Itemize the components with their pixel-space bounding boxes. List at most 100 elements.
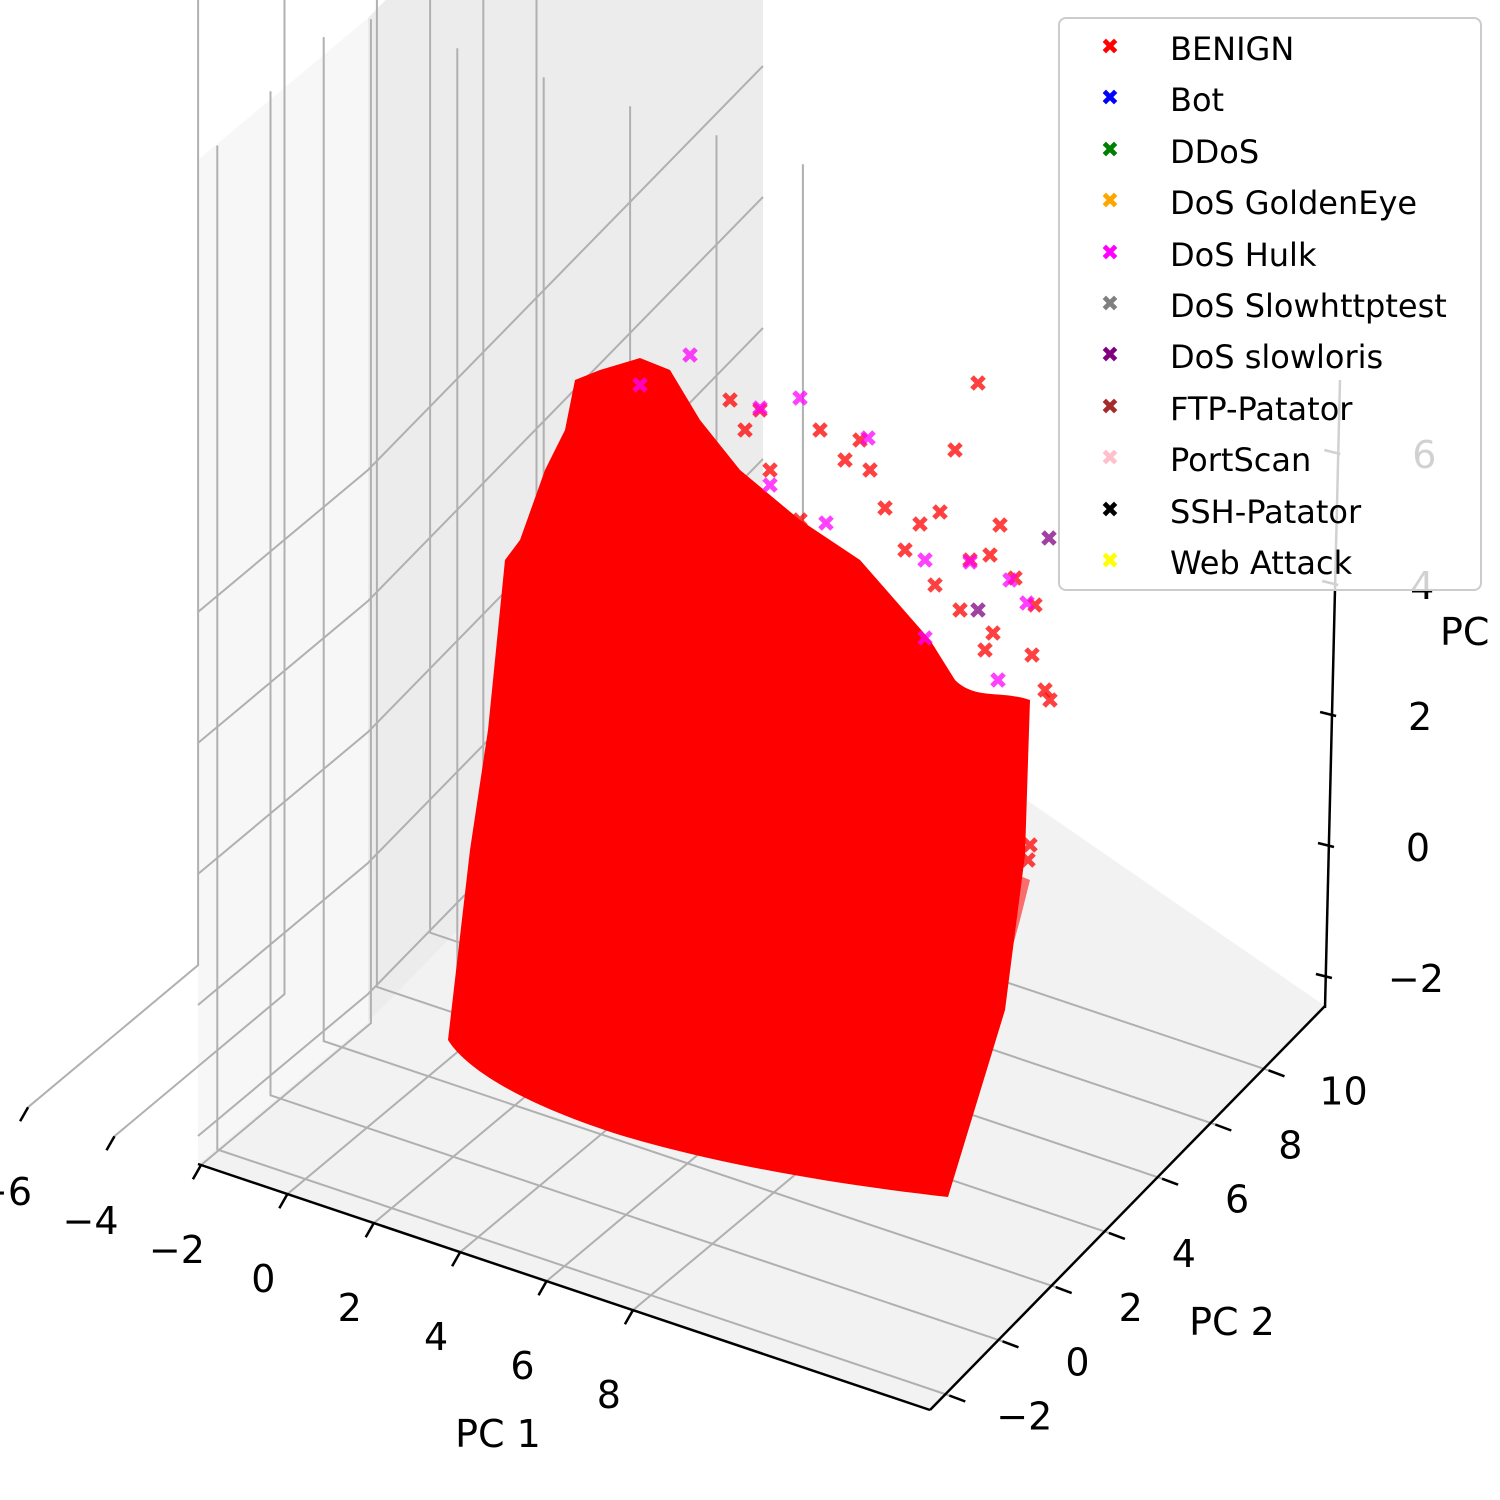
legend-marker-icon: ✖ — [1100, 35, 1120, 60]
y-tick-label: −2 — [996, 1395, 1052, 1439]
y-tick-mark — [1002, 1340, 1019, 1349]
x-axis-line — [197, 1162, 931, 1412]
x-tick-mark — [105, 1135, 116, 1151]
legend-label: BENIGN — [1170, 30, 1295, 68]
scatter-point — [1042, 692, 1058, 708]
x-axis-label: PC 1 — [455, 1412, 541, 1456]
scatter-point — [1024, 647, 1040, 663]
scatter-point — [818, 515, 834, 531]
scatter-point — [992, 517, 1008, 533]
x-tick-label: −2 — [149, 1228, 205, 1272]
scatter-point — [947, 442, 963, 458]
scatter-point — [982, 547, 998, 563]
legend-marker-icon: ✖ — [1100, 86, 1120, 112]
y-tick-label: 6 — [1225, 1178, 1249, 1222]
x-grid-line-2 — [200, 19, 372, 1166]
legend-item: ✖ DoS Slowhttptest — [1060, 286, 1480, 326]
legend-marker-icon: ✖ — [1100, 189, 1120, 215]
legend-item: ✖ DoS GoldenEye — [1060, 183, 1480, 223]
z-tick-mark — [1315, 972, 1333, 980]
x-tick-label: 6 — [510, 1344, 534, 1388]
legend-item: ✖ SSH-Patator — [1060, 492, 1480, 532]
legend-label: PortScan — [1170, 441, 1312, 480]
scatter-point — [837, 452, 853, 468]
data-cloud — [448, 358, 1030, 1197]
legend-item: ✖ PortScan — [1060, 440, 1480, 480]
legend-label: DoS slowloris — [1170, 338, 1384, 377]
scatter-point — [917, 552, 933, 568]
legend-marker-icon: ✖ — [1100, 497, 1120, 523]
scatter-point — [682, 347, 698, 363]
scatter-point — [970, 375, 986, 391]
z-tick-mark — [1319, 710, 1337, 718]
x-tick-mark — [537, 1280, 548, 1296]
scatter-point — [1020, 852, 1036, 868]
scatter-point — [932, 504, 948, 520]
y-grid-line-0 — [216, 145, 950, 1397]
z-grid-line-3 — [197, 196, 764, 744]
y-tick-mark — [1161, 1177, 1179, 1186]
scatter-point — [792, 512, 808, 528]
x-grid-line-3 — [286, 48, 459, 1195]
scatter-point — [970, 602, 986, 618]
scatter-point — [762, 477, 778, 493]
scatter-point — [1019, 595, 1035, 611]
legend-marker-icon: ✖ — [1100, 240, 1120, 266]
legend-marker-icon: ✖ — [1100, 446, 1120, 472]
legend-item: ✖ BENIGN — [1060, 29, 1480, 69]
y-tick-label: 0 — [1065, 1340, 1089, 1384]
x-tick-mark — [19, 1106, 30, 1122]
x-grid-line-0 — [27, 0, 200, 1108]
legend-marker-icon: ✖ — [1100, 343, 1120, 369]
scatter-points — [632, 347, 1058, 868]
legend-item: ✖ Bot — [1060, 80, 1480, 120]
scatter-point — [985, 625, 1001, 641]
legend-item: ✖ DDoS — [1060, 132, 1480, 172]
x-tick-label: −4 — [62, 1199, 118, 1243]
benign-cloud-fringe — [960, 870, 1030, 1090]
scatter-point — [877, 500, 893, 516]
scatter-point — [912, 516, 928, 532]
x-tick-mark — [278, 1193, 289, 1209]
x-grid-line-1 — [113, 0, 286, 1137]
legend-label: DDoS — [1170, 132, 1260, 171]
y-grid-line-1 — [269, 91, 1003, 1343]
y-axis-line — [929, 1005, 1326, 1411]
legend-marker-icon: ✖ — [1100, 549, 1120, 574]
x-tick-mark — [364, 1222, 375, 1238]
x-tick-label: 8 — [597, 1373, 621, 1417]
scatter-point — [632, 377, 648, 393]
scatter-point — [752, 400, 768, 416]
legend-item: ✖ Web Attack — [1060, 543, 1480, 583]
legend-label: Web Attack — [1170, 544, 1353, 582]
z-tick-label: −2 — [1388, 957, 1444, 1001]
x-tick-label: 4 — [424, 1315, 448, 1359]
scatter-point — [792, 390, 808, 406]
scatter-point — [990, 672, 1006, 688]
scatter-point — [1037, 682, 1053, 698]
z-tick-mark — [1317, 841, 1335, 849]
scatter-point — [722, 392, 738, 408]
y-tick-mark — [1108, 1231, 1126, 1241]
legend-item: ✖ DoS slowloris — [1060, 337, 1480, 377]
scatter-point — [962, 554, 978, 570]
z-tick-label: 0 — [1406, 826, 1430, 870]
benign-cloud — [448, 358, 1030, 1197]
y-grid-line-2 — [322, 37, 1057, 1289]
scatter-point — [952, 602, 968, 618]
legend-label: DoS GoldenEye — [1170, 184, 1418, 223]
y-tick-label: 4 — [1172, 1232, 1196, 1276]
scatter-point — [897, 542, 913, 558]
scatter-point — [1022, 837, 1038, 853]
z-grid-line-4 — [197, 65, 764, 613]
z-axis-label: PC — [1440, 610, 1489, 654]
scatter-point — [927, 577, 943, 593]
legend-label: FTP-Patator — [1170, 389, 1353, 428]
x-tick-label: 2 — [338, 1286, 362, 1330]
x-tick-mark — [451, 1251, 462, 1267]
scatter-point — [977, 642, 993, 658]
scatter-point — [812, 422, 828, 438]
scatter-point — [762, 462, 778, 478]
scatter-point — [1041, 530, 1057, 546]
